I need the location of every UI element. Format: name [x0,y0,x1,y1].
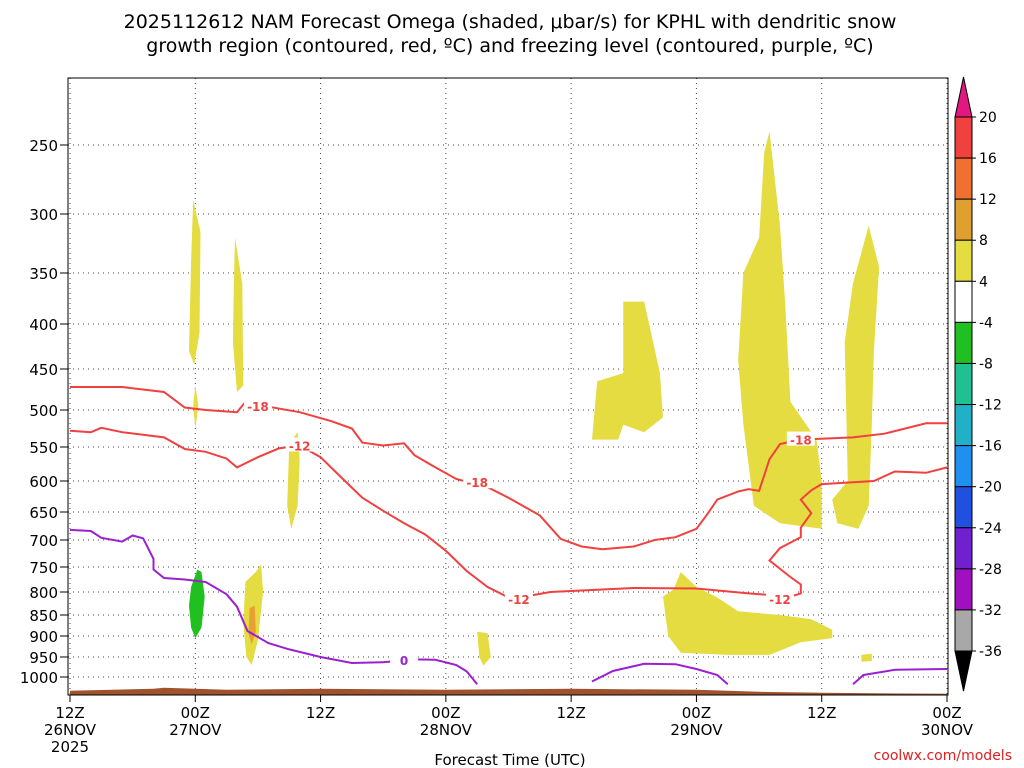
colorbar-label-5: -4 [979,315,993,331]
omega-shade-2 [232,237,244,392]
colorbar-top-arrow [954,76,973,118]
colorbar-label-13: -36 [979,644,1002,660]
y-tick-label-900: 900 [29,628,58,646]
x-axis-label: Forecast Time (UTC) [434,751,585,768]
x-tick-time-60: 00Z [682,704,711,722]
x-tick-time-84: 00Z [932,704,961,722]
y-tick-label-300: 300 [29,206,58,224]
y-tick-label-400: 400 [29,316,58,334]
y-tick-label-650: 650 [29,504,58,522]
omega-shade-1 [193,385,199,429]
colorbar-label-0: 20 [979,110,997,126]
omega-shade-12 [189,569,205,639]
contour-line-2-seg0 [591,662,729,685]
colorbar-label-8: -16 [979,439,1002,455]
omega-shade-3 [287,432,300,529]
omega-shade-0 [189,200,201,365]
contour-line-2-seg1 [852,668,948,685]
omega-shade-9 [663,572,833,655]
y-tick-label-350: 350 [29,265,58,283]
colorbar-label-4: 4 [979,274,988,290]
surface-terrain [70,687,947,695]
colorbar-label-9: -20 [979,480,1002,496]
colorbar-swatch-4 [954,280,973,323]
contour-label-bg-0-2 [786,431,815,446]
omega-shade-8 [832,225,880,529]
colorbar-swatch-2 [954,198,973,241]
y-tick-label-800: 800 [29,584,58,602]
x-tick-date-12: 27NOV [169,721,222,739]
y-axis-ticks: 250 300 350 400 450 500 550 600 650 700 750 800 850 9… [20,137,68,687]
y-tick-label-950: 950 [29,649,58,667]
y-tick-label-550: 550 [29,439,58,457]
contour-label-bg-0-0 [243,397,272,412]
colorbar-swatch-9 [954,486,973,529]
x-tick-year-0: 2025 [51,738,89,756]
colorbar-swatch-7 [954,404,973,447]
x-tick-date-84: 30NOV [921,721,974,739]
plot-frame [67,77,949,696]
colorbar-label-1: 16 [979,151,997,167]
y-tick-label-500: 500 [29,402,58,420]
y-tick-label-600: 600 [29,473,58,491]
colorbar-swatch-6 [954,362,973,406]
terrain-area [70,687,947,695]
x-tick-time-12: 00Z [181,704,210,722]
x-tick-time-0: 12Z [55,704,84,722]
colorbar-legend: 20 16 12 8 4 -4 -8 -12 -16 -20 -24 -28 -32 -36 [954,76,1002,692]
contour-label-bg-1-0 [285,437,314,452]
colorbar-label-10: -24 [979,521,1002,537]
x-tick-date-36: 28NOV [420,721,473,739]
omega-shade-5 [477,631,491,666]
colorbar-label-6: -8 [979,356,993,372]
colorbar-label-7: -12 [979,398,1002,414]
colorbar-swatch-11 [954,568,973,611]
colorbar-swatch-10 [954,527,973,570]
contour-label-bg-0-1 [463,474,492,489]
chart-title-line1: 2025112612 NAM Forecast Omega (shaded, μ… [124,11,897,33]
chart-title-line2: growth region (contoured, red, ºC) and f… [146,35,873,57]
colorbar-swatch-5 [954,321,973,364]
omega-shade-7 [738,131,822,529]
contour-label-0-2: -18 [790,434,812,448]
y-tick-label-750: 750 [29,559,58,577]
contour-label-2-0: 0 [400,654,408,668]
colorbar-label-11: -28 [979,562,1002,578]
colorbar-swatch-1 [954,157,973,200]
x-tick-time-24: 12Z [306,704,335,722]
colorbar-label-2: 12 [979,192,997,208]
x-tick-date-0: 26NOV [44,721,97,739]
contour-label-0-0: -18 [247,400,269,414]
colorbar-swatch-3 [954,239,973,282]
contour-label-1-0: -12 [289,440,311,454]
colorbar-swatch-12 [954,609,973,652]
x-tick-time-72: 12Z [807,704,836,722]
contour-label-0-1: -18 [466,476,488,490]
colorbar-label-3: 8 [979,233,988,249]
y-tick-label-450: 450 [29,361,58,379]
y-tick-label-850: 850 [29,607,58,625]
x-tick-date-60: 29NOV [670,721,723,739]
y-tick-label-1000: 1000 [20,669,58,687]
y-tick-label-250: 250 [29,137,58,155]
contour-label-1-2: -12 [769,593,791,607]
colorbar-swatch-0 [954,116,973,159]
x-tick-time-48: 12Z [556,704,585,722]
temperature-contours: -18 -18 -18 -12 -12 -12 0 [69,386,948,685]
colorbar-swatch-8 [954,445,973,488]
omega-shading [189,131,880,666]
colorbar-bottom-arrow [954,650,973,692]
site-credit: coolwx.com/models [874,748,1012,764]
y-tick-label-700: 700 [29,532,58,550]
contour-label-bg-2-0 [390,652,419,667]
contour-label-bg-1-2 [765,590,794,605]
x-tick-time-36: 00Z [431,704,460,722]
contour-label-bg-1-1 [504,590,533,605]
omega-shade-10 [861,653,872,662]
colorbar-label-12: -32 [979,603,1002,619]
omega-shade-6 [592,301,663,440]
contour-label-1-1: -12 [508,593,530,607]
